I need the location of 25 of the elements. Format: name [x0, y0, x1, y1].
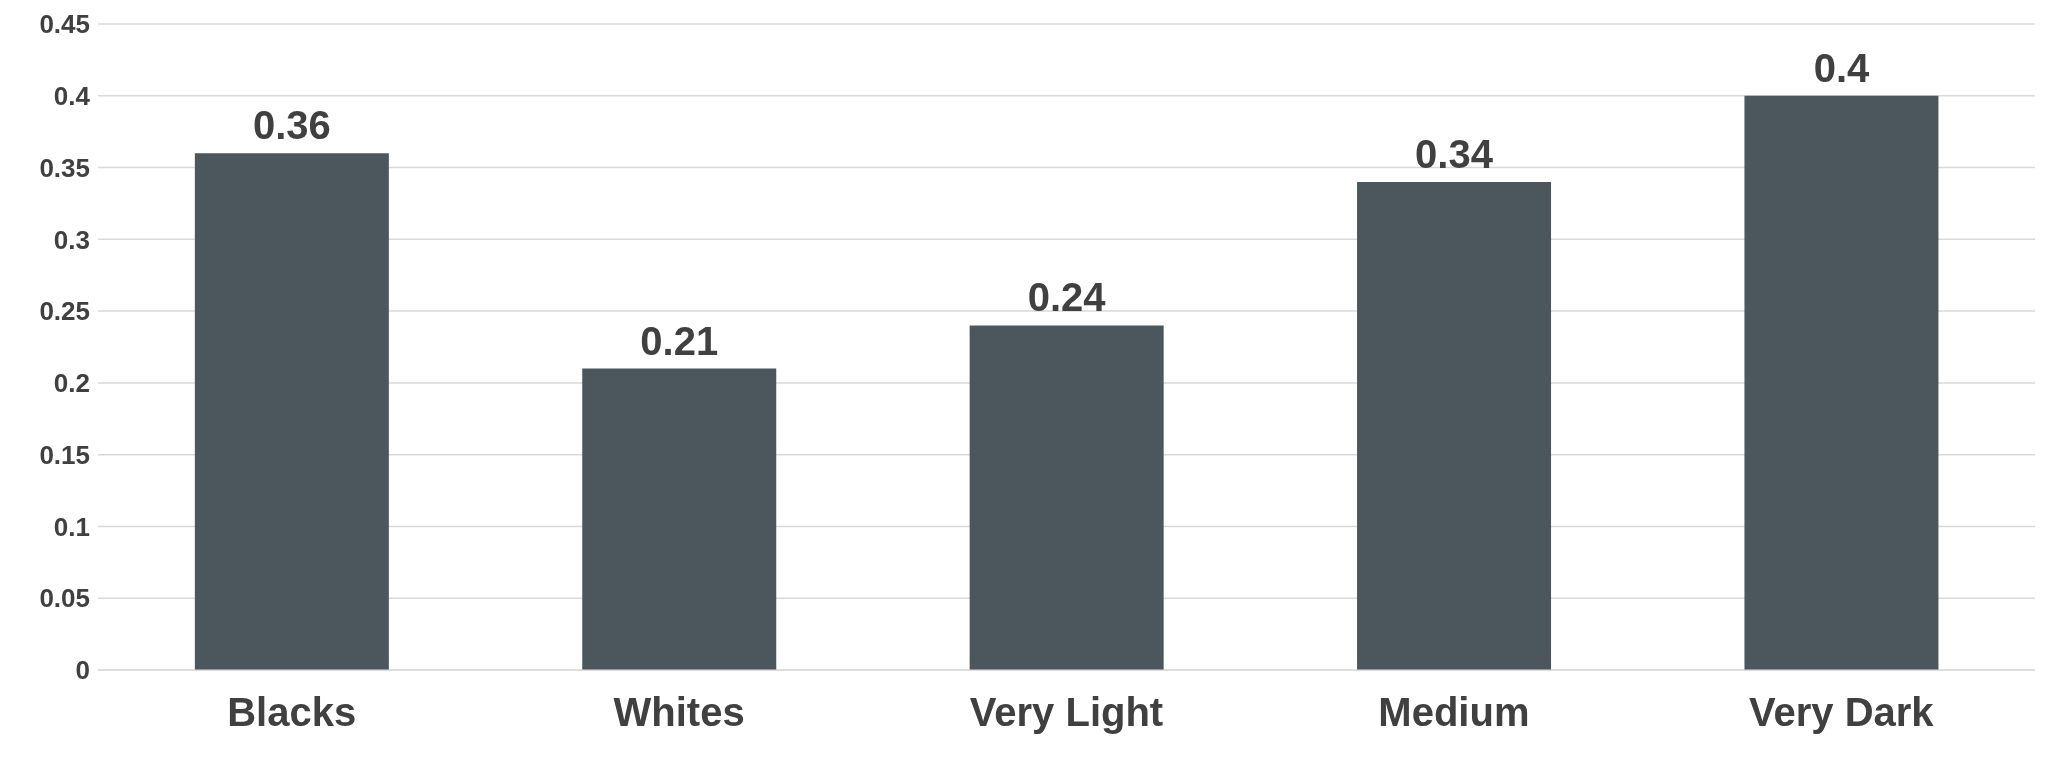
bar	[582, 368, 777, 670]
y-tick-label: 0.1	[53, 511, 90, 542]
bar	[194, 153, 389, 670]
x-tick-label: Very Light	[969, 690, 1164, 735]
y-tick-label: 0.4	[53, 81, 91, 112]
data-label: 0.36	[252, 103, 331, 148]
bar	[1744, 95, 1939, 670]
y-tick-label: 0.3	[53, 224, 90, 255]
x-tick-label: Blacks	[227, 690, 357, 735]
y-tick-label: 0	[75, 655, 90, 686]
data-label: 0.34	[1415, 131, 1494, 176]
data-label: 0.21	[640, 318, 719, 363]
x-tick-label: Very Dark	[1749, 690, 1935, 735]
x-tick-label: Whites	[613, 690, 745, 735]
y-tick-label: 0.15	[39, 439, 90, 470]
x-tick-label: Medium	[1378, 690, 1530, 735]
bar	[1357, 181, 1552, 670]
y-tick-label: 0.25	[39, 296, 90, 327]
data-label: 0.24	[1027, 275, 1107, 320]
y-tick-label: 0.05	[39, 583, 90, 614]
y-tick-label: 0.45	[39, 9, 90, 40]
y-tick-label: 0.2	[53, 368, 90, 399]
data-label: 0.4	[1813, 45, 1870, 90]
bar	[969, 325, 1164, 670]
y-tick-label: 0.35	[39, 152, 90, 183]
